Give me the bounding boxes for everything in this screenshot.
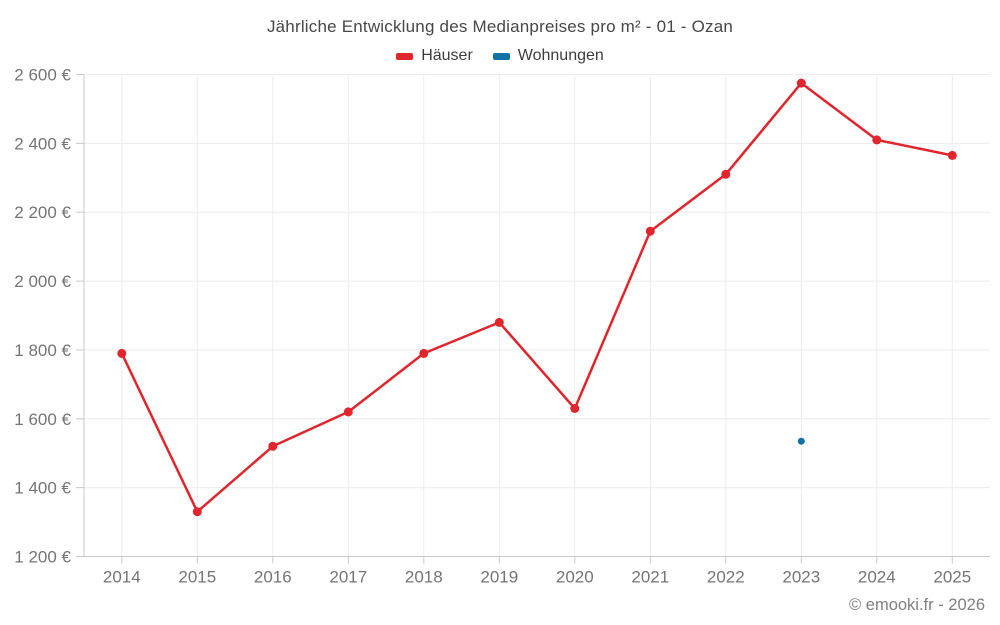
x-axis-label: 2021	[631, 568, 669, 587]
data-point-haeuser-2015[interactable]	[192, 507, 202, 517]
attribution-text: © emooki.fr - 2026	[849, 596, 985, 614]
y-axis-label: 2 200 €	[14, 203, 71, 222]
chart-title: Jährliche Entwicklung des Medianpreises …	[266, 17, 734, 36]
chart-legend: Häuser Wohnungen	[0, 47, 1000, 65]
x-axis-label: 2015	[178, 568, 216, 587]
y-axis-label: 2 400 €	[14, 134, 71, 153]
x-axis-label: 2023	[782, 568, 820, 587]
x-axis-label: 2020	[556, 568, 594, 587]
data-point-haeuser-2025[interactable]	[947, 150, 957, 160]
y-axis-label: 2 000 €	[14, 272, 71, 291]
data-point-haeuser-2024[interactable]	[872, 135, 882, 145]
legend-label-wohnungen: Wohnungen	[517, 47, 604, 64]
data-point-haeuser-2014[interactable]	[117, 348, 127, 358]
y-axis-label: 1 600 €	[14, 410, 71, 429]
x-axis-label: 2025	[933, 568, 971, 587]
data-point-haeuser-2021[interactable]	[645, 226, 655, 236]
x-axis-label: 2022	[707, 568, 745, 587]
data-point-haeuser-2019[interactable]	[494, 317, 504, 327]
legend-label-haeuser: Häuser	[421, 47, 473, 64]
x-axis-label: 2017	[329, 568, 367, 587]
y-axis-label: 1 200 €	[14, 548, 71, 567]
legend-item-wohnungen[interactable]: Wohnungen	[492, 47, 604, 65]
data-point-haeuser-2022[interactable]	[721, 169, 731, 179]
x-axis-label: 2019	[480, 568, 518, 587]
y-axis-label: 2 600 €	[14, 66, 71, 85]
data-point-wohnungen-2023[interactable]	[797, 437, 805, 445]
data-point-haeuser-2020[interactable]	[570, 404, 580, 413]
data-point-haeuser-2018[interactable]	[419, 348, 429, 358]
x-axis-label: 2018	[405, 568, 443, 587]
legend-item-haeuser[interactable]: Häuser	[396, 47, 473, 65]
x-axis-label: 2024	[858, 568, 896, 587]
x-axis-label: 2016	[254, 568, 292, 587]
legend-swatch-haeuser	[396, 52, 414, 60]
series-line-haeuser	[120, 81, 954, 513]
legend-swatch-wohnungen	[492, 52, 510, 60]
data-point-haeuser-2023[interactable]	[796, 78, 806, 88]
x-axis-label: 2014	[103, 568, 141, 587]
data-point-haeuser-2016[interactable]	[268, 441, 278, 451]
y-axis-label: 1 800 €	[14, 341, 71, 360]
data-point-haeuser-2017[interactable]	[343, 407, 353, 417]
y-axis-label: 1 400 €	[14, 479, 71, 498]
